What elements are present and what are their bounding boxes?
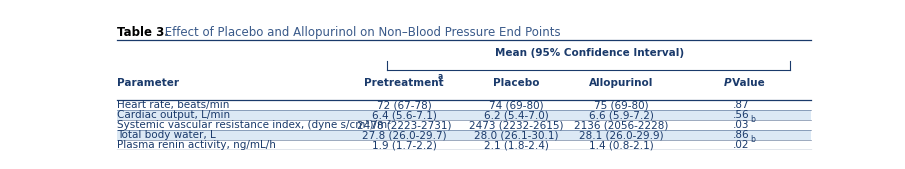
Text: b: b bbox=[750, 135, 755, 144]
Bar bbox=[117, 120, 811, 130]
Text: b: b bbox=[750, 115, 755, 124]
Text: Allopurinol: Allopurinol bbox=[589, 78, 653, 88]
Text: Effect of Placebo and Allopurinol on Non–Blood Pressure End Points: Effect of Placebo and Allopurinol on Non… bbox=[161, 26, 560, 39]
Text: 2136 (2056-2228): 2136 (2056-2228) bbox=[575, 120, 669, 130]
Text: Placebo: Placebo bbox=[493, 78, 539, 88]
Text: 28.0 (26.1-30.1): 28.0 (26.1-30.1) bbox=[474, 130, 558, 140]
Text: 6.2 (5.4-7.0): 6.2 (5.4-7.0) bbox=[484, 110, 548, 120]
Text: Cardiac output, L/min: Cardiac output, L/min bbox=[117, 110, 230, 120]
Text: Plasma renin activity, ng/mL/h: Plasma renin activity, ng/mL/h bbox=[117, 140, 275, 150]
Text: P: P bbox=[723, 78, 731, 88]
Text: 74 (69-80): 74 (69-80) bbox=[489, 100, 544, 110]
Text: 72 (67-78): 72 (67-78) bbox=[376, 100, 432, 110]
Text: .87: .87 bbox=[732, 100, 749, 110]
Text: 1.9 (1.7-2.2): 1.9 (1.7-2.2) bbox=[372, 140, 436, 150]
Text: .02: .02 bbox=[733, 140, 749, 150]
Text: 6.4 (5.6-7.1): 6.4 (5.6-7.1) bbox=[372, 110, 436, 120]
Bar bbox=[117, 140, 811, 150]
Text: a: a bbox=[438, 72, 443, 81]
Text: Pretreatment: Pretreatment bbox=[365, 78, 444, 88]
Text: .86: .86 bbox=[732, 130, 749, 140]
Bar bbox=[117, 110, 811, 120]
Text: 1.4 (0.8-2.1): 1.4 (0.8-2.1) bbox=[589, 140, 654, 150]
Bar bbox=[117, 100, 811, 110]
Text: Value: Value bbox=[729, 78, 765, 88]
Text: Parameter: Parameter bbox=[117, 78, 178, 88]
Text: 2473 (2232-2615): 2473 (2232-2615) bbox=[469, 120, 564, 130]
Text: Total body water, L: Total body water, L bbox=[117, 130, 215, 140]
Text: 28.1 (26.0-29.9): 28.1 (26.0-29.9) bbox=[579, 130, 664, 140]
Text: 27.8 (26.0-29.7): 27.8 (26.0-29.7) bbox=[362, 130, 446, 140]
Text: Mean (95% Confidence Interval): Mean (95% Confidence Interval) bbox=[496, 49, 684, 58]
Text: 2478 (2223-2731): 2478 (2223-2731) bbox=[357, 120, 452, 130]
Text: .56: .56 bbox=[732, 110, 749, 120]
Text: 6.6 (5.9-7.2): 6.6 (5.9-7.2) bbox=[589, 110, 654, 120]
Text: Systemic vascular resistance index, (dyne s/cm⁵)/m²: Systemic vascular resistance index, (dyn… bbox=[117, 120, 391, 130]
Text: Table 3.: Table 3. bbox=[117, 26, 168, 39]
Bar bbox=[117, 130, 811, 140]
Text: .03: .03 bbox=[733, 120, 749, 130]
Text: Heart rate, beats/min: Heart rate, beats/min bbox=[117, 100, 229, 110]
Text: 75 (69-80): 75 (69-80) bbox=[595, 100, 649, 110]
Text: 2.1 (1.8-2.4): 2.1 (1.8-2.4) bbox=[484, 140, 548, 150]
